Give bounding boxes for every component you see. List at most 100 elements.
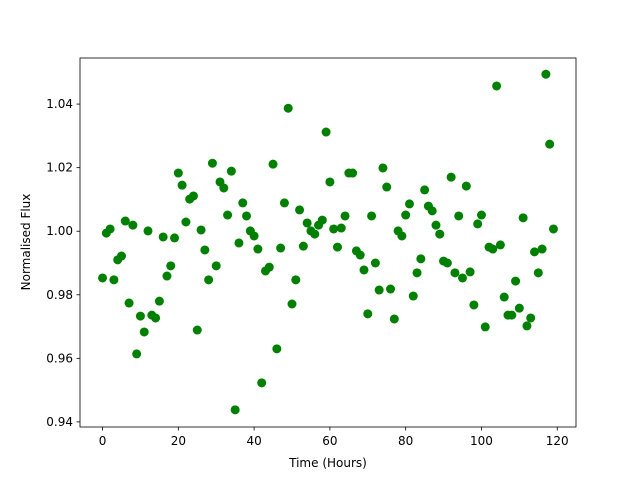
point bbox=[291, 275, 301, 285]
y-tick-label: 1.02 bbox=[46, 161, 73, 175]
point bbox=[332, 242, 342, 252]
point bbox=[207, 158, 217, 168]
point bbox=[154, 296, 164, 306]
point bbox=[317, 215, 327, 225]
x-tick-label: 100 bbox=[470, 434, 493, 448]
point bbox=[495, 240, 505, 250]
point bbox=[336, 223, 346, 233]
point bbox=[211, 261, 221, 271]
point bbox=[370, 258, 380, 268]
point bbox=[465, 267, 475, 277]
point bbox=[454, 211, 464, 221]
point bbox=[173, 168, 183, 178]
point bbox=[435, 229, 445, 239]
point bbox=[359, 265, 369, 275]
axes-frame bbox=[79, 57, 577, 428]
point bbox=[522, 321, 532, 331]
point bbox=[397, 231, 407, 241]
point bbox=[507, 310, 517, 320]
point bbox=[458, 273, 468, 283]
point bbox=[492, 81, 502, 91]
point bbox=[386, 284, 396, 294]
point bbox=[537, 244, 547, 254]
point bbox=[109, 275, 119, 285]
point bbox=[533, 268, 543, 278]
point bbox=[367, 211, 377, 221]
point bbox=[298, 241, 308, 251]
point bbox=[541, 69, 551, 79]
point bbox=[143, 226, 153, 236]
point bbox=[511, 276, 521, 286]
point bbox=[242, 211, 252, 221]
point bbox=[442, 258, 452, 268]
point bbox=[230, 405, 240, 415]
point bbox=[310, 229, 320, 239]
point bbox=[548, 224, 558, 234]
point bbox=[499, 292, 509, 302]
point bbox=[204, 275, 214, 285]
point bbox=[473, 219, 483, 229]
x-tick-label: 0 bbox=[99, 434, 107, 448]
y-tick-label: 0.96 bbox=[46, 351, 73, 365]
point bbox=[257, 378, 267, 388]
point bbox=[124, 298, 134, 308]
point bbox=[279, 198, 289, 208]
point bbox=[98, 273, 108, 283]
point bbox=[151, 313, 161, 323]
point bbox=[162, 271, 172, 281]
x-tick-label: 80 bbox=[398, 434, 413, 448]
y-tick-label: 0.94 bbox=[46, 415, 73, 429]
plot-area bbox=[98, 69, 558, 415]
point bbox=[249, 231, 259, 241]
point bbox=[416, 254, 426, 264]
point bbox=[476, 210, 486, 220]
point bbox=[374, 285, 384, 295]
point bbox=[238, 198, 248, 208]
point bbox=[348, 168, 358, 178]
point bbox=[128, 220, 138, 230]
x-tick-label: 20 bbox=[171, 434, 186, 448]
point bbox=[526, 313, 536, 323]
point bbox=[461, 181, 471, 191]
point bbox=[192, 325, 202, 335]
y-tick-label: 1.00 bbox=[46, 224, 73, 238]
point bbox=[446, 172, 456, 182]
point bbox=[170, 233, 180, 243]
point bbox=[132, 349, 142, 359]
point bbox=[382, 182, 392, 192]
point bbox=[355, 250, 365, 260]
point bbox=[166, 261, 176, 271]
point bbox=[378, 163, 388, 173]
point bbox=[325, 177, 335, 187]
point bbox=[321, 127, 331, 137]
point bbox=[329, 224, 339, 234]
point bbox=[188, 191, 198, 201]
point bbox=[408, 291, 418, 301]
y-axis-label: Normalised Flux bbox=[19, 194, 33, 291]
point bbox=[219, 183, 229, 193]
point bbox=[181, 217, 191, 227]
point bbox=[401, 210, 411, 220]
point bbox=[389, 314, 399, 324]
x-axis-label: Time (Hours) bbox=[288, 456, 367, 470]
x-tick-label: 120 bbox=[546, 434, 569, 448]
point bbox=[234, 238, 244, 248]
point bbox=[412, 268, 422, 278]
point bbox=[120, 216, 130, 226]
point bbox=[420, 185, 430, 195]
point bbox=[518, 213, 528, 223]
point bbox=[135, 311, 145, 321]
point bbox=[287, 299, 297, 309]
point bbox=[268, 159, 278, 169]
point bbox=[223, 210, 233, 220]
point bbox=[427, 206, 437, 216]
point bbox=[272, 344, 282, 354]
point bbox=[226, 166, 236, 176]
point bbox=[283, 103, 293, 113]
y-tick-label: 1.04 bbox=[46, 97, 73, 111]
point bbox=[295, 205, 305, 215]
point bbox=[264, 262, 274, 272]
point bbox=[116, 251, 126, 261]
